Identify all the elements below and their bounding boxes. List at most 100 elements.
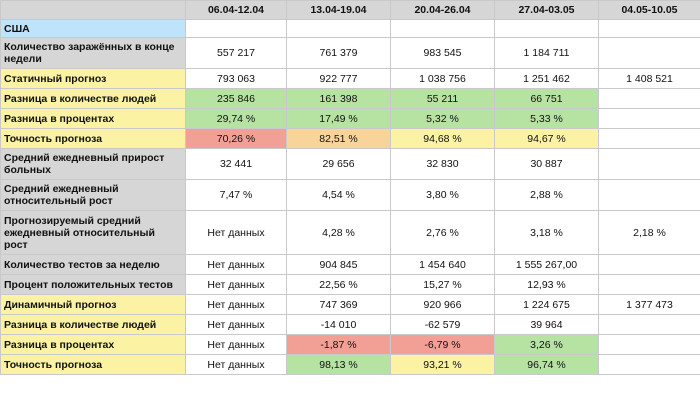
table-row: Средний ежедневный прирост больных 32 441… <box>0 148 700 180</box>
country-row: США <box>0 19 700 38</box>
column-header-week-5[interactable]: 04.05-10.05 <box>598 0 700 20</box>
table-cell[interactable]: 161 398 <box>286 88 391 109</box>
table-cell[interactable]: 94,67 % <box>494 128 599 149</box>
table-cell[interactable] <box>598 88 700 109</box>
empty-cell[interactable] <box>494 19 599 38</box>
row-label[interactable]: Прогнозируемый средний ежедневный относи… <box>0 210 186 255</box>
table-cell[interactable]: 3,18 % <box>494 210 599 255</box>
table-cell[interactable]: 5,33 % <box>494 108 599 129</box>
table-cell[interactable]: Нет данных <box>185 210 287 255</box>
table-cell[interactable] <box>598 254 700 275</box>
table-cell[interactable]: 2,88 % <box>494 179 599 211</box>
table-cell[interactable]: 30 887 <box>494 148 599 180</box>
row-label[interactable]: Процент положительных тестов <box>0 274 186 295</box>
country-label[interactable]: США <box>0 19 186 38</box>
table-cell[interactable]: 1 454 640 <box>390 254 495 275</box>
table-cell[interactable]: 29,74 % <box>185 108 287 129</box>
table-cell[interactable]: 7,47 % <box>185 179 287 211</box>
table-cell[interactable]: 32 441 <box>185 148 287 180</box>
table-cell[interactable]: Нет данных <box>185 354 287 375</box>
table-cell[interactable]: 983 545 <box>390 37 495 69</box>
table-cell[interactable]: 4,54 % <box>286 179 391 211</box>
table-cell[interactable]: Нет данных <box>185 334 287 355</box>
table-cell[interactable]: 1 251 462 <box>494 68 599 89</box>
table-cell[interactable]: Нет данных <box>185 254 287 275</box>
empty-cell[interactable] <box>286 19 391 38</box>
row-label[interactable]: Точность прогноза <box>0 128 186 149</box>
row-label[interactable]: Разница в процентах <box>0 108 186 129</box>
table-cell[interactable]: 55 211 <box>390 88 495 109</box>
table-cell[interactable]: Нет данных <box>185 294 287 315</box>
row-label[interactable]: Статичный прогноз <box>0 68 186 89</box>
column-header-week-2[interactable]: 13.04-19.04 <box>286 0 391 20</box>
table-cell[interactable]: 96,74 % <box>494 354 599 375</box>
table-cell[interactable]: 12,93 % <box>494 274 599 295</box>
table-cell[interactable]: 70,26 % <box>185 128 287 149</box>
table-cell[interactable]: 1 184 711 <box>494 37 599 69</box>
table-cell[interactable]: 3,80 % <box>390 179 495 211</box>
table-cell[interactable]: 2,18 % <box>598 210 700 255</box>
table-cell[interactable]: -1,87 % <box>286 334 391 355</box>
empty-cell[interactable] <box>185 19 287 38</box>
row-label[interactable]: Разница в количестве людей <box>0 88 186 109</box>
table-row: Точность прогноза Нет данных 98,13 % 93,21 … <box>0 354 700 375</box>
table-cell[interactable]: 1 555 267,00 <box>494 254 599 275</box>
table-row: Разница в количестве людей Нет данных -14 … <box>0 314 700 335</box>
column-header-week-4[interactable]: 27.04-03.05 <box>494 0 599 20</box>
row-label[interactable]: Количество тестов за неделю <box>0 254 186 275</box>
table-cell[interactable]: 1 408 521 <box>598 68 700 89</box>
table-cell[interactable]: 22,56 % <box>286 274 391 295</box>
column-header-week-3[interactable]: 20.04-26.04 <box>390 0 495 20</box>
table-cell[interactable]: 235 846 <box>185 88 287 109</box>
table-cell[interactable]: 557 217 <box>185 37 287 69</box>
row-label[interactable]: Средний ежедневный относительный рост <box>0 179 186 211</box>
row-label[interactable]: Средний ежедневный прирост больных <box>0 148 186 180</box>
table-row: Точность прогноза 70,26 % 82,51 % 94,68 % 94… <box>0 128 700 149</box>
table-cell[interactable] <box>598 314 700 335</box>
table-cell[interactable]: 5,32 % <box>390 108 495 129</box>
table-cell[interactable]: Нет данных <box>185 274 287 295</box>
table-cell[interactable] <box>598 354 700 375</box>
table-cell[interactable] <box>598 274 700 295</box>
table-cell[interactable]: Нет данных <box>185 314 287 335</box>
table-cell[interactable]: 1 377 473 <box>598 294 700 315</box>
table-cell[interactable]: 29 656 <box>286 148 391 180</box>
table-cell[interactable]: -62 579 <box>390 314 495 335</box>
row-label[interactable]: Динамичный прогноз <box>0 294 186 315</box>
table-cell[interactable]: 1 224 675 <box>494 294 599 315</box>
table-cell[interactable] <box>598 179 700 211</box>
table-cell[interactable]: 2,76 % <box>390 210 495 255</box>
row-label[interactable]: Точность прогноза <box>0 354 186 375</box>
row-label[interactable]: Разница в количестве людей <box>0 314 186 335</box>
table-cell[interactable]: 793 063 <box>185 68 287 89</box>
table-cell[interactable]: 15,27 % <box>390 274 495 295</box>
table-cell[interactable]: 94,68 % <box>390 128 495 149</box>
table-cell[interactable]: -6,79 % <box>390 334 495 355</box>
table-cell[interactable]: 32 830 <box>390 148 495 180</box>
table-cell[interactable]: 920 966 <box>390 294 495 315</box>
table-cell[interactable]: 922 777 <box>286 68 391 89</box>
table-cell[interactable] <box>598 128 700 149</box>
table-cell[interactable]: 904 845 <box>286 254 391 275</box>
table-cell[interactable]: 93,21 % <box>390 354 495 375</box>
empty-cell[interactable] <box>598 19 700 38</box>
table-cell[interactable]: 82,51 % <box>286 128 391 149</box>
table-cell[interactable]: 1 038 756 <box>390 68 495 89</box>
row-label[interactable]: Количество заражённых в конце недели <box>0 37 186 69</box>
table-cell[interactable] <box>598 148 700 180</box>
table-cell[interactable]: 66 751 <box>494 88 599 109</box>
table-cell[interactable]: 3,26 % <box>494 334 599 355</box>
table-cell[interactable] <box>598 334 700 355</box>
table-cell[interactable]: -14 010 <box>286 314 391 335</box>
row-label[interactable]: Разница в процентах <box>0 334 186 355</box>
table-cell[interactable]: 39 964 <box>494 314 599 335</box>
table-cell[interactable]: 761 379 <box>286 37 391 69</box>
table-cell[interactable]: 4,28 % <box>286 210 391 255</box>
table-cell[interactable]: 17,49 % <box>286 108 391 129</box>
table-cell[interactable] <box>598 108 700 129</box>
column-header-week-1[interactable]: 06.04-12.04 <box>185 0 287 20</box>
table-cell[interactable] <box>598 37 700 69</box>
empty-cell[interactable] <box>390 19 495 38</box>
table-cell[interactable]: 747 369 <box>286 294 391 315</box>
table-cell[interactable]: 98,13 % <box>286 354 391 375</box>
